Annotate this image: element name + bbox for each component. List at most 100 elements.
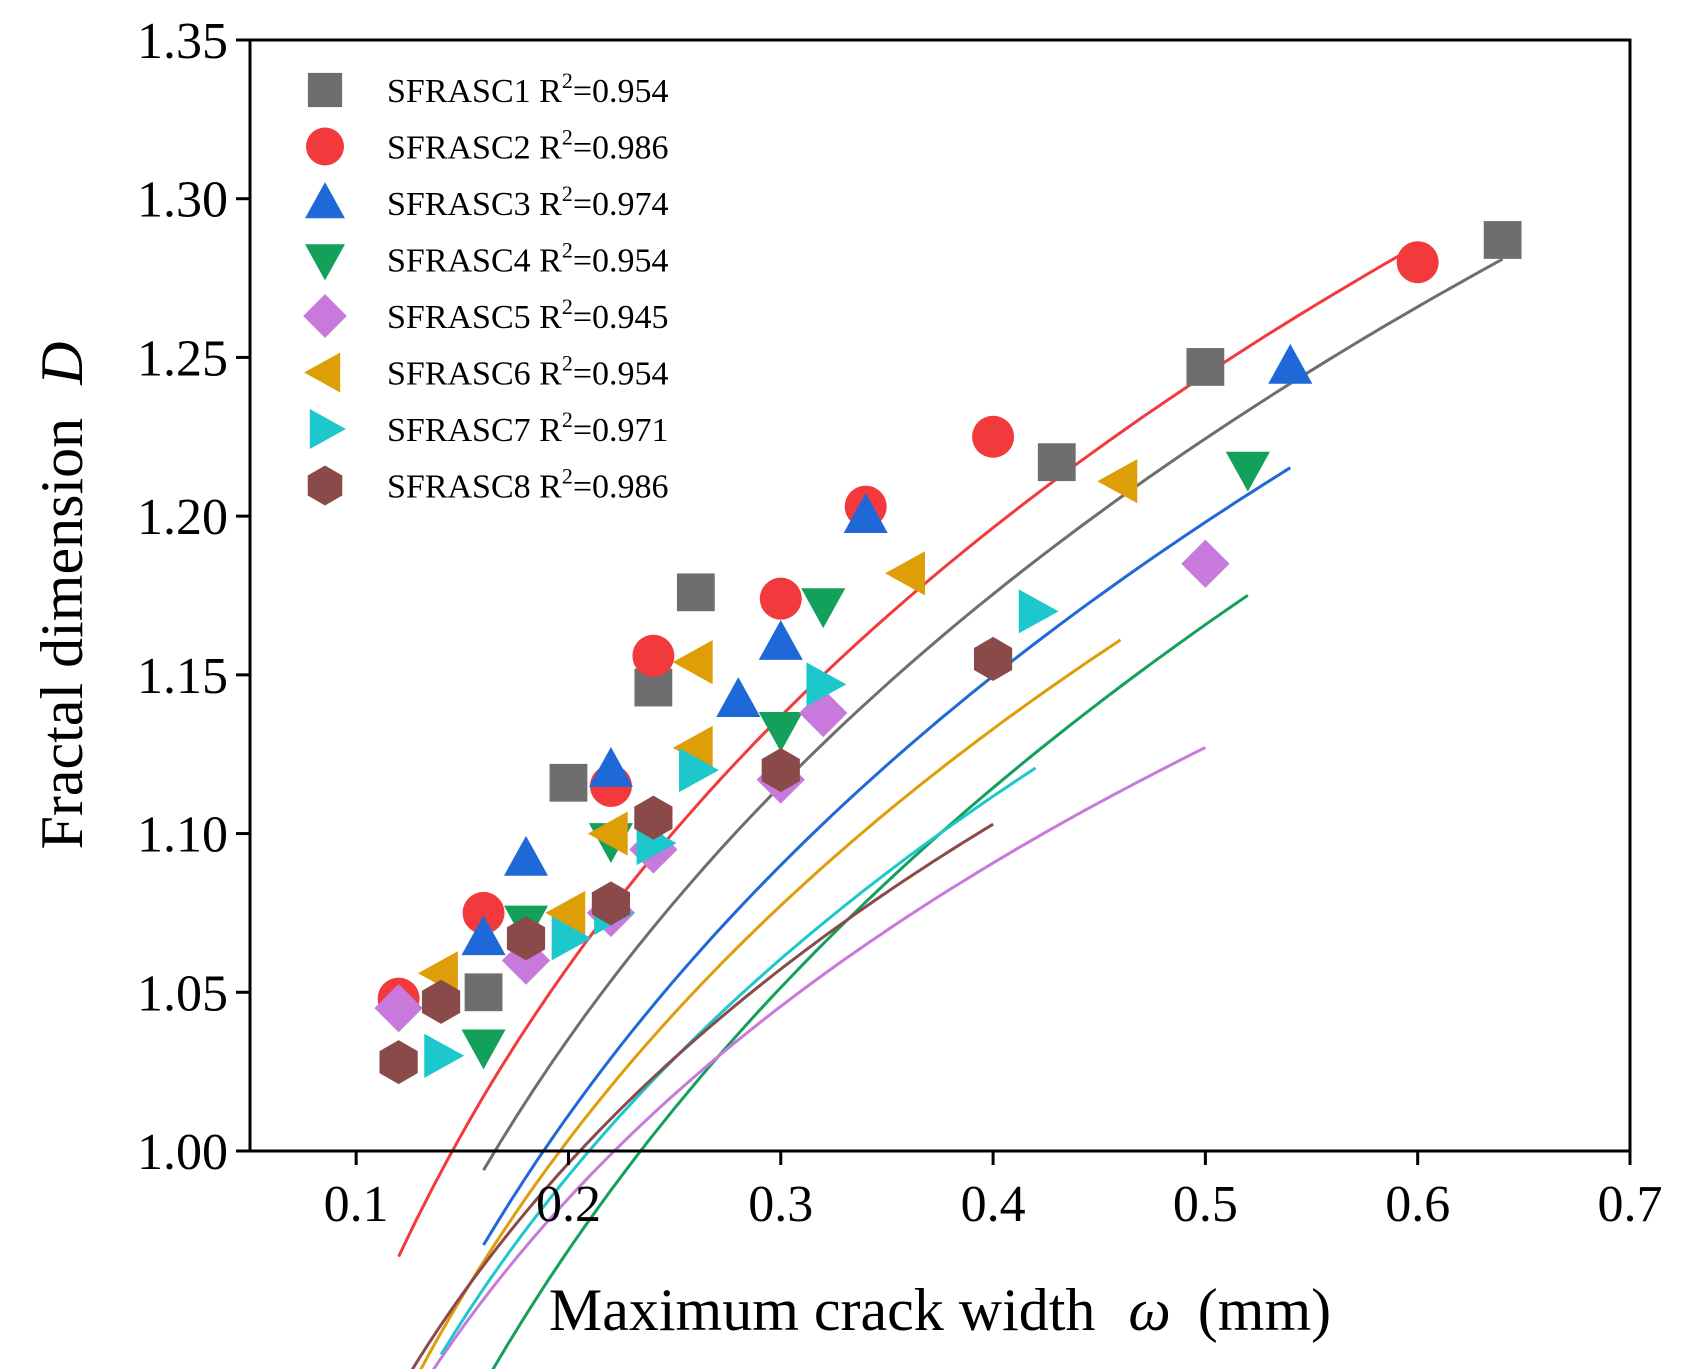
fit-line-sfrasc3 bbox=[482, 466, 1292, 1246]
legend-label-sfrasc7: SFRASC7 R2=0.971 bbox=[387, 407, 669, 449]
x-tick-label: 0.5 bbox=[1173, 1176, 1238, 1233]
data-point-sfrasc4 bbox=[758, 712, 803, 752]
data-point-sfrasc7 bbox=[806, 662, 847, 707]
legend-series-name: SFRASC4 R bbox=[387, 243, 562, 280]
y-tick-label: 1.05 bbox=[137, 965, 228, 1022]
legend-series-name: SFRASC8 R bbox=[387, 469, 562, 506]
legend-r2-value: =0.971 bbox=[573, 412, 669, 449]
legend-label-sfrasc8: SFRASC8 R2=0.986 bbox=[387, 464, 669, 506]
y-axis-title-symbol: D bbox=[29, 342, 95, 386]
data-point-sfrasc8 bbox=[761, 748, 800, 793]
x-axis-title-symbol: ω bbox=[1128, 1277, 1170, 1343]
data-point-sfrasc4 bbox=[1225, 451, 1270, 492]
x-tick-label: 0.2 bbox=[536, 1176, 601, 1233]
data-points bbox=[374, 221, 1522, 1085]
x-axis-title-text: Maximum crack width bbox=[549, 1277, 1096, 1343]
data-point-sfrasc6 bbox=[545, 890, 586, 935]
x-axis: 0.1 0.2 0.3 0.4 0.5 0.6 0.7 bbox=[324, 1151, 1663, 1233]
fit-line-sfrasc8 bbox=[410, 822, 994, 1369]
x-tick-label: 0.6 bbox=[1385, 1176, 1450, 1233]
legend-superscript: 2 bbox=[562, 351, 573, 376]
y-tick-label: 1.30 bbox=[137, 172, 228, 229]
legend-series-name: SFRASC7 R bbox=[387, 412, 562, 449]
y-axis-title: Fractal dimension D bbox=[29, 342, 95, 850]
legend-label-sfrasc1: SFRASC1 R2=0.954 bbox=[387, 68, 669, 110]
x-axis-title: Maximum crack width ω (mm) bbox=[549, 1277, 1331, 1343]
fit-line-sfrasc6 bbox=[419, 638, 1122, 1369]
legend-r2-value: =0.986 bbox=[573, 469, 669, 506]
y-tick-label: 1.25 bbox=[137, 330, 228, 387]
fit-line-sfrasc1 bbox=[482, 257, 1504, 1171]
y-axis: 1.00 1.05 1.10 1.15 1.20 1.25 1.30 1.35 bbox=[137, 13, 250, 1181]
y-tick-label: 1.35 bbox=[137, 13, 228, 70]
plot-frame bbox=[248, 38, 1632, 1153]
legend-label-sfrasc2: SFRASC2 R2=0.986 bbox=[387, 125, 669, 167]
data-point-sfrasc3 bbox=[843, 493, 888, 533]
legend-r2-value: =0.986 bbox=[573, 130, 669, 167]
y-tick-label: 1.20 bbox=[137, 489, 228, 546]
fit-line-sfrasc5 bbox=[432, 746, 1207, 1369]
data-point-sfrasc1 bbox=[549, 763, 588, 802]
data-point-sfrasc8 bbox=[591, 881, 631, 926]
legend-superscript: 2 bbox=[562, 68, 573, 93]
legend-label-sfrasc3: SFRASC3 R2=0.974 bbox=[387, 181, 669, 223]
legend-series-name: SFRASC3 R bbox=[387, 186, 562, 223]
legend-marker-sfrasc6 bbox=[304, 352, 341, 393]
legend-superscript: 2 bbox=[562, 464, 573, 489]
data-point-sfrasc3 bbox=[1268, 343, 1313, 384]
legend-marker-sfrasc7 bbox=[309, 409, 346, 449]
data-point-sfrasc7 bbox=[551, 916, 592, 961]
data-point-sfrasc3 bbox=[588, 746, 633, 787]
data-point-sfrasc8 bbox=[506, 916, 546, 961]
legend-superscript: 2 bbox=[562, 125, 573, 150]
data-point-sfrasc6 bbox=[672, 725, 713, 770]
legend-marker-sfrasc5 bbox=[303, 294, 347, 338]
legend-superscript: 2 bbox=[562, 294, 573, 319]
data-point-sfrasc1 bbox=[1483, 221, 1522, 259]
legend-series-name: SFRASC2 R bbox=[387, 130, 562, 167]
legend-series-name: SFRASC6 R bbox=[387, 356, 562, 393]
fit-lines bbox=[397, 243, 1504, 1369]
y-axis-title-text: Fractal dimension bbox=[29, 418, 95, 850]
legend-superscript: 2 bbox=[562, 181, 573, 206]
legend-marker-sfrasc1 bbox=[307, 72, 343, 108]
legend-marker-sfrasc4 bbox=[305, 244, 345, 281]
legend-label-sfrasc5: SFRASC5 R2=0.945 bbox=[387, 294, 669, 336]
x-tick-label: 0.3 bbox=[748, 1176, 813, 1233]
data-point-sfrasc2 bbox=[462, 891, 505, 934]
data-point-sfrasc2 bbox=[1396, 241, 1439, 284]
legend-series-name: SFRASC1 R bbox=[387, 73, 562, 110]
data-point-sfrasc4 bbox=[461, 1029, 506, 1070]
legend-r2-value: =0.954 bbox=[573, 73, 669, 110]
legend-series-name: SFRASC5 R bbox=[387, 299, 562, 336]
x-axis-title-unit: (mm) bbox=[1198, 1277, 1331, 1343]
data-point-sfrasc1 bbox=[1037, 443, 1076, 482]
data-point-sfrasc3 bbox=[758, 620, 803, 660]
legend-marker-sfrasc3 bbox=[305, 182, 345, 219]
legend-r2-value: =0.945 bbox=[573, 299, 669, 336]
data-point-sfrasc8 bbox=[379, 1040, 418, 1085]
y-tick-label: 1.00 bbox=[137, 1124, 228, 1181]
legend-r2-value: =0.974 bbox=[573, 186, 669, 223]
legend-superscript: 2 bbox=[562, 238, 573, 263]
legend-r2-value: =0.954 bbox=[573, 243, 669, 280]
y-tick-label: 1.15 bbox=[137, 648, 228, 705]
data-point-sfrasc2 bbox=[759, 577, 802, 620]
legend-marker-sfrasc8 bbox=[307, 465, 343, 506]
legend-marker-sfrasc2 bbox=[306, 127, 344, 166]
data-point-sfrasc6 bbox=[1097, 459, 1138, 504]
data-point-sfrasc2 bbox=[972, 415, 1015, 458]
data-point-sfrasc1 bbox=[464, 973, 503, 1012]
data-point-sfrasc5 bbox=[374, 984, 423, 1033]
data-point-sfrasc7 bbox=[424, 1033, 465, 1078]
legend-r2-value: =0.954 bbox=[573, 356, 669, 393]
data-point-sfrasc5 bbox=[1181, 539, 1230, 588]
x-tick-label: 0.7 bbox=[1598, 1176, 1663, 1233]
data-point-sfrasc6 bbox=[885, 551, 925, 596]
data-point-sfrasc3 bbox=[716, 677, 761, 718]
x-tick-label: 0.1 bbox=[324, 1176, 389, 1233]
data-point-sfrasc6 bbox=[587, 811, 628, 856]
data-point-sfrasc4 bbox=[801, 588, 846, 629]
data-point-sfrasc3 bbox=[503, 835, 549, 876]
